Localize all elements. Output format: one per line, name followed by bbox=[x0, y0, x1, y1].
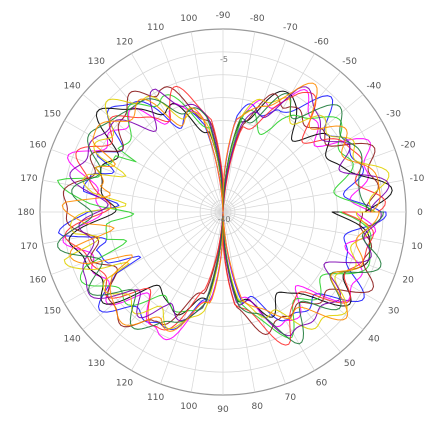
grid-spoke bbox=[82, 94, 224, 213]
grid-spoke bbox=[190, 31, 224, 213]
grid-spoke bbox=[50, 149, 224, 213]
grid-spoke bbox=[64, 120, 224, 213]
grid-spoke bbox=[222, 211, 256, 393]
angle-label: 150 bbox=[44, 307, 61, 317]
angle-label: -30 bbox=[386, 110, 401, 120]
grid-spoke bbox=[42, 179, 224, 213]
pattern-trace bbox=[57, 94, 376, 339]
pattern-trace bbox=[64, 85, 386, 346]
angle-label: 120 bbox=[116, 379, 133, 389]
angle-labels: -90 -80 -70 -60 -50 -40 -30 -20 -10 0 10 20 30 40 50 60… bbox=[17, 11, 424, 415]
angle-label: 60 bbox=[316, 379, 328, 389]
angle-label: 50 bbox=[344, 359, 356, 369]
grid-spoke bbox=[160, 39, 224, 213]
angle-label: -90 bbox=[216, 11, 231, 21]
angle-label: -50 bbox=[342, 57, 357, 67]
angle-label: 80 bbox=[251, 402, 263, 412]
grid-spoke bbox=[131, 211, 224, 371]
grid-spoke bbox=[131, 53, 224, 213]
pattern-trace bbox=[62, 86, 379, 336]
pattern-traces bbox=[57, 82, 393, 346]
radial-tick-label: -5 bbox=[220, 55, 228, 64]
angle-label: 100 bbox=[180, 14, 197, 24]
polar-grid bbox=[39, 28, 407, 396]
grid-spoke bbox=[42, 211, 224, 245]
grid-spoke bbox=[222, 53, 315, 213]
grid-spoke bbox=[222, 149, 396, 213]
grid-spoke bbox=[222, 179, 404, 213]
angle-label: 20 bbox=[402, 275, 414, 285]
angle-label: 70 bbox=[285, 393, 297, 403]
angle-label: -60 bbox=[314, 37, 329, 47]
pattern-trace bbox=[57, 92, 384, 345]
angle-label: -10 bbox=[410, 174, 425, 184]
angle-label: 140 bbox=[64, 81, 81, 91]
angle-label: -70 bbox=[283, 23, 298, 33]
angle-label: 40 bbox=[368, 335, 380, 345]
angle-label: 150 bbox=[44, 110, 61, 120]
angle-label: 110 bbox=[147, 23, 164, 33]
angle-label: 160 bbox=[29, 275, 46, 285]
angle-label: -80 bbox=[250, 14, 265, 24]
grid-spoke bbox=[222, 120, 382, 213]
grid-spoke bbox=[222, 211, 341, 353]
angle-label: 130 bbox=[88, 57, 105, 67]
angle-label: 10 bbox=[411, 242, 423, 252]
angle-label: 90 bbox=[217, 405, 229, 415]
grid-spoke bbox=[105, 211, 224, 353]
angle-label: 180 bbox=[17, 208, 34, 218]
grid-spoke bbox=[222, 211, 404, 245]
grid-spoke bbox=[82, 211, 224, 330]
grid-spoke bbox=[50, 211, 224, 275]
angle-label: 100 bbox=[180, 402, 197, 412]
grid-spoke bbox=[222, 211, 382, 304]
grid-spoke bbox=[64, 211, 224, 304]
angle-label: 130 bbox=[88, 359, 105, 369]
angle-label: -20 bbox=[401, 141, 416, 151]
pattern-trace bbox=[61, 82, 381, 332]
angle-label: -40 bbox=[367, 81, 382, 91]
pattern-trace bbox=[63, 95, 390, 330]
grid-spoke bbox=[222, 211, 364, 330]
grid-spoke bbox=[222, 71, 341, 213]
angle-label: 170 bbox=[20, 174, 37, 184]
angle-label: 170 bbox=[20, 242, 37, 252]
radial-tick-label: -40 bbox=[217, 215, 230, 224]
grid-spoke bbox=[222, 94, 364, 213]
angle-label: 140 bbox=[64, 335, 81, 345]
grid-spoke bbox=[105, 71, 224, 213]
angle-label: 0 bbox=[417, 208, 423, 218]
angle-label: 30 bbox=[388, 307, 400, 317]
angle-label: 160 bbox=[29, 141, 46, 151]
angle-label: 110 bbox=[147, 393, 164, 403]
angle-label: 120 bbox=[116, 37, 133, 47]
